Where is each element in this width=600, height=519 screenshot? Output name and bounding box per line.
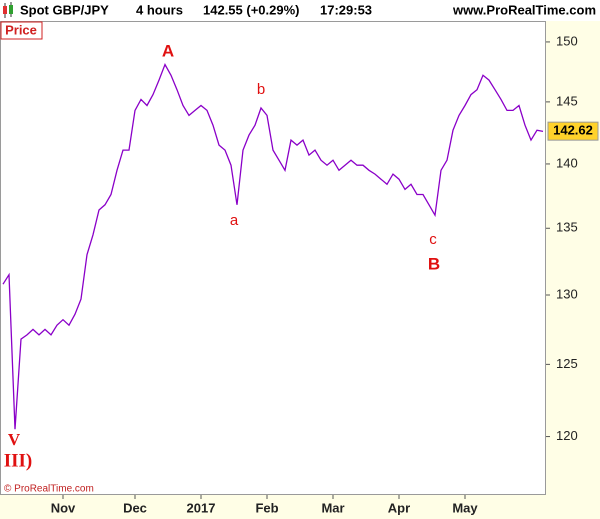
wave-label: III) <box>4 450 33 471</box>
x-tick-label: 2017 <box>187 500 216 515</box>
y-tick-label: 130 <box>556 286 578 301</box>
panel-label-box <box>0 21 43 40</box>
y-tick-label: 120 <box>556 428 578 443</box>
quote: 142.55 (+0.29%) <box>203 2 299 17</box>
x-tick-label: Mar <box>321 500 344 515</box>
wave-label: A <box>162 41 174 60</box>
x-tick-label: Dec <box>123 500 147 515</box>
chart-title: Spot GBP/JPY <box>20 2 109 17</box>
time: 17:29:53 <box>320 2 372 17</box>
y-tick-label: 135 <box>556 220 578 235</box>
panel-label: Price <box>5 22 37 37</box>
interval: 4 hours <box>136 2 183 17</box>
wave-label: B <box>428 254 440 273</box>
plot-area <box>0 21 546 495</box>
wave-label: b <box>257 81 265 98</box>
y-tick-label: 150 <box>556 33 578 48</box>
last-value-box <box>547 121 599 141</box>
candle-icon <box>3 2 13 18</box>
y-tick-label: 125 <box>556 356 578 371</box>
header-bar <box>0 0 600 21</box>
copyright: © ProRealTime.com <box>4 484 94 495</box>
x-tick-label: Apr <box>388 500 410 515</box>
y-tick-label: 140 <box>556 155 578 170</box>
wave-label: c <box>429 231 437 248</box>
y-tick-label: 145 <box>556 93 578 108</box>
x-tick-label: Feb <box>255 500 278 515</box>
x-tick-label: Nov <box>51 500 76 515</box>
x-tick-label: May <box>452 500 478 515</box>
last-value-label: 142.62 <box>553 123 593 138</box>
site: www.ProRealTime.com <box>452 2 596 17</box>
wave-label: a <box>230 212 239 229</box>
wave-label: V <box>8 430 21 449</box>
price-line <box>2 62 544 430</box>
